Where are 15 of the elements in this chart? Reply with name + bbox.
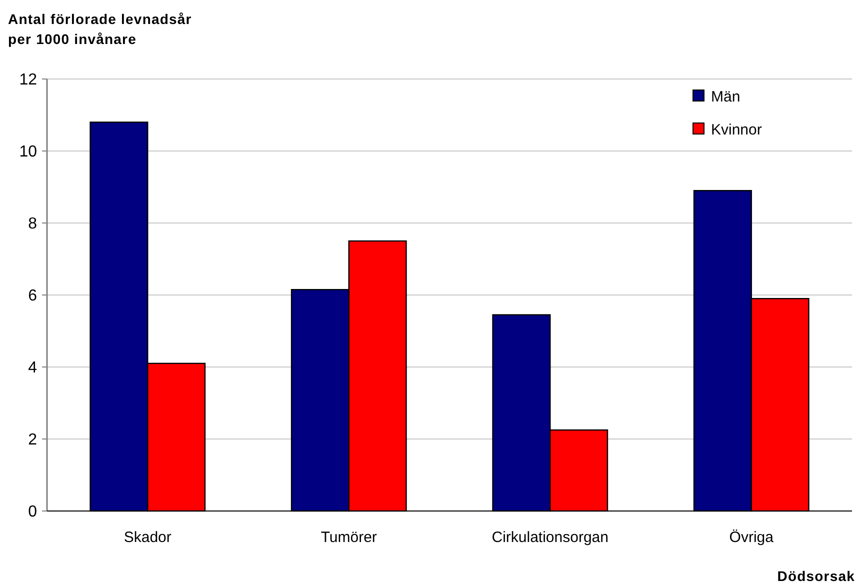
x-tick-label: Övriga <box>729 529 774 546</box>
y-tick-label: 8 <box>28 216 38 233</box>
y-tick-label: 2 <box>28 432 38 449</box>
legend-label: Kvinnor <box>711 121 762 138</box>
x-tick-label: Cirkulationsorgan <box>492 529 608 546</box>
y-tick-label: 12 <box>19 72 38 89</box>
x-axis-title: Dödsorsak <box>777 568 855 584</box>
y-tick-label: 0 <box>28 504 38 521</box>
y-axis-title: Antal förlorade levnadsår per 1000 invånare <box>8 11 192 47</box>
x-tick-label: Tumörer <box>320 529 377 546</box>
y-tick-label: 4 <box>28 360 38 377</box>
legend-label: Män <box>711 88 740 106</box>
x-tick-label: Skador <box>124 529 172 546</box>
y-tick-label: 10 <box>19 144 38 161</box>
y-tick-label: 6 <box>28 288 38 305</box>
